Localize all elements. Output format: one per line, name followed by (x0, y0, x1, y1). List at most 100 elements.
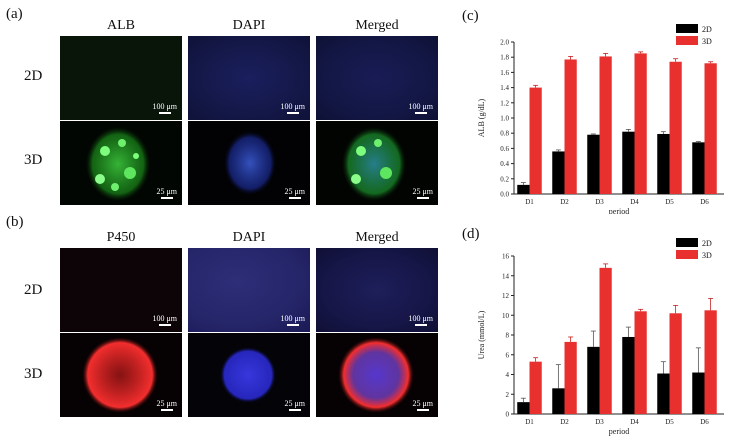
bar-2d-d4 (622, 336, 635, 414)
x-tick-label: D2 (560, 198, 569, 206)
bar-2d-d1 (517, 402, 530, 414)
col-header-dapi: DAPI (232, 230, 266, 245)
col-header-p450: P450 (106, 230, 136, 245)
bar-3d-d2 (564, 341, 577, 414)
y-tick-label: 8 (506, 332, 510, 340)
y-tick-label: 1.2 (500, 99, 509, 107)
y-tick-label: 4 (506, 371, 510, 379)
bar-3d-d2 (564, 59, 577, 195)
row-label-3d: 3D (24, 366, 43, 382)
image-a-alb-3d: 25 μm (60, 121, 182, 205)
bar-2d-d2 (552, 388, 565, 414)
bar-3d-d1 (529, 361, 542, 414)
x-tick-label: D4 (630, 198, 639, 206)
y-tick-label: 14 (502, 272, 510, 280)
y-tick-label: 1.6 (500, 69, 509, 77)
y-tick-label: 1.0 (500, 115, 509, 123)
blue-nucleus-cluster (220, 347, 276, 403)
y-tick-label: 0 (506, 411, 510, 419)
x-tick-label: D4 (630, 418, 639, 426)
x-tick-label: D6 (700, 418, 709, 426)
chart-panel-label: (d) (462, 226, 480, 242)
scale-bar: 100 μm (152, 314, 177, 326)
y-tick-label: 0.6 (500, 145, 509, 153)
image-a-alb-2d: 100 μm (60, 36, 182, 120)
legend-swatch-3d (676, 36, 698, 45)
scale-bar: 25 μm (156, 399, 177, 411)
scale-bar: 100 μm (280, 102, 305, 114)
image-b-dapi-2d: 100 μm (188, 248, 310, 332)
row-label-2d: 2D (24, 282, 43, 298)
y-tick-label: 2 (506, 391, 510, 399)
bar-3d-d5 (669, 313, 682, 414)
y-tick-label: 0.8 (500, 130, 509, 138)
row-label-3d: 3D (24, 152, 43, 168)
image-b-p450-3d: 25 μm (60, 333, 182, 417)
bar-3d-d4 (634, 311, 647, 414)
scale-bar: 25 μm (284, 399, 305, 411)
scale-bar: 100 μm (408, 314, 433, 326)
y-axis-label: ALB (g/dL) (477, 98, 486, 137)
image-a-dapi-2d: 100 μm (188, 36, 310, 120)
merged-spheroid (338, 337, 414, 413)
chart-d-urea: (d) 0 2 4 6 8 10 12 14 16 D1 D2 D3 D4 D5 D6 Urea (mmol/L… (462, 226, 724, 436)
x-axis-label: period (609, 207, 629, 214)
x-tick-label: D3 (595, 198, 604, 206)
scale-bar: 100 μm (280, 314, 305, 326)
image-b-p450-2d: 100 μm (60, 248, 182, 332)
bar-2d-d5 (657, 133, 670, 194)
legend-label-3d: 3D (702, 37, 712, 46)
col-header-merged: Merged (355, 230, 399, 245)
image-b-merged-2d: 100 μm (316, 248, 438, 332)
bar-3d-d6 (704, 310, 717, 414)
legend-swatch-2d (676, 24, 698, 33)
scale-bar: 100 μm (408, 102, 433, 114)
blue-nucleus-cluster (224, 131, 276, 195)
bar-3d-d6 (704, 63, 717, 194)
scale-bar: 25 μm (284, 187, 305, 199)
bar-2d-d5 (657, 373, 670, 414)
col-header-merged: Merged (355, 18, 399, 33)
chart-c-alb: (c) 0.0 0.2 0.4 0.6 0.8 1.0 1.2 1.4 1.6 1.8 2.0 D1 D2… (462, 8, 724, 214)
x-tick-label: D3 (595, 418, 604, 426)
x-tick-label: D2 (560, 418, 569, 426)
y-tick-label: 0.4 (500, 160, 509, 168)
panel-b-label: (b) (6, 214, 24, 230)
red-spheroid (82, 337, 158, 413)
green-spheroid (86, 127, 150, 201)
legend-label-2d: 2D (702, 25, 712, 34)
image-b-dapi-3d: 25 μm (188, 333, 310, 417)
legend-label-2d: 2D (702, 239, 712, 248)
bar-2d-d6 (692, 142, 705, 194)
y-tick-label: 6 (506, 351, 510, 359)
bar-3d-d5 (669, 61, 682, 195)
x-tick-label: D6 (700, 198, 709, 206)
merged-spheroid (342, 127, 406, 201)
col-header-dapi: DAPI (232, 18, 266, 33)
image-a-merged-3d: 25 μm (316, 121, 438, 205)
y-tick-label: 10 (502, 312, 510, 320)
y-tick-label: 2.0 (500, 39, 509, 47)
image-a-merged-2d: 100 μm (316, 36, 438, 120)
bar-2d-d2 (552, 151, 565, 194)
bar-2d-d3 (587, 346, 600, 414)
bar-2d-d3 (587, 134, 600, 194)
legend-label-3d: 3D (702, 251, 712, 260)
image-b-merged-3d: 25 μm (316, 333, 438, 417)
x-tick-label: D5 (665, 198, 674, 206)
bar-3d-d1 (529, 87, 542, 194)
bar-2d-d4 (622, 131, 635, 194)
x-tick-label: D1 (525, 198, 534, 206)
bar-3d-d3 (599, 56, 612, 194)
y-tick-label: 12 (502, 292, 510, 300)
bar-2d-d6 (692, 372, 705, 414)
legend-swatch-2d (676, 238, 698, 247)
scale-bar: 100 μm (152, 102, 177, 114)
panel-a-label: (a) (6, 6, 23, 22)
y-tick-label: 1.8 (500, 54, 509, 62)
x-tick-label: D1 (525, 418, 534, 426)
scale-bar: 25 μm (156, 187, 177, 199)
bar-3d-d3 (599, 267, 612, 414)
y-tick-label: 1.4 (500, 84, 509, 92)
scale-bar: 25 μm (412, 399, 433, 411)
